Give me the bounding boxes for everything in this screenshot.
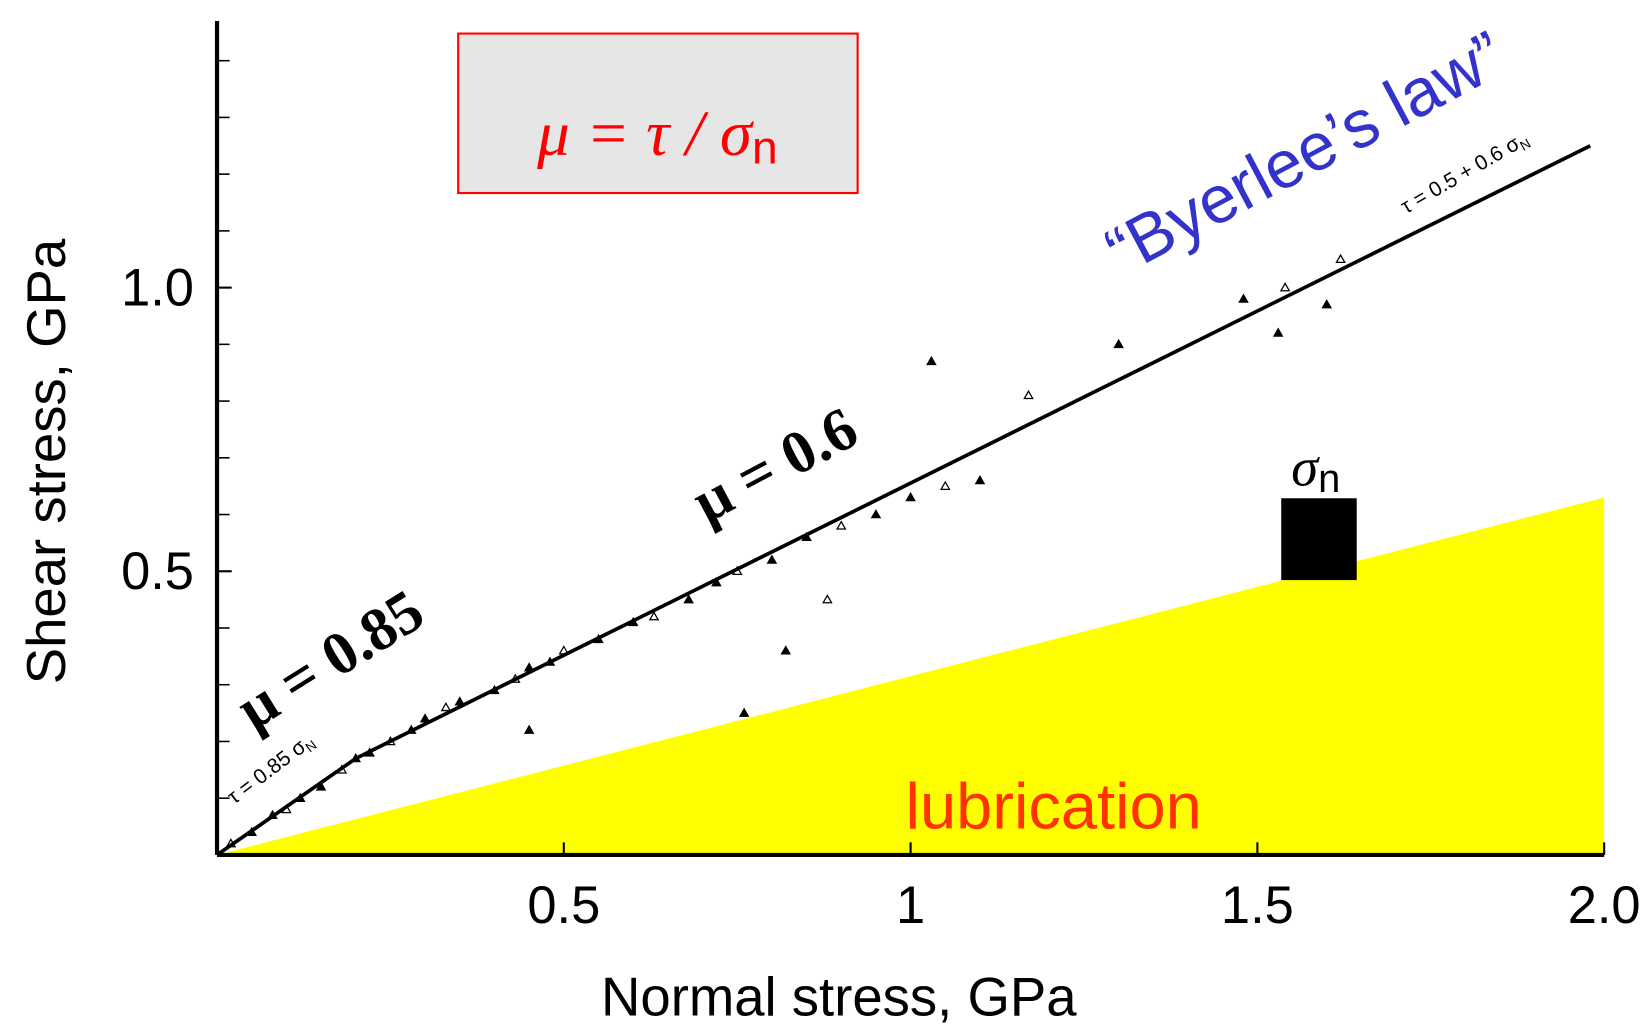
data-point [225, 838, 237, 848]
sliding-block [1281, 498, 1357, 581]
fit-line [215, 756, 357, 857]
mu-label: μ = 0.6 [682, 395, 868, 537]
data-point [1113, 338, 1124, 349]
data-point [835, 520, 847, 530]
data-point [523, 662, 535, 672]
data-point [544, 656, 556, 666]
y-tick-label: 0.5 [121, 543, 194, 601]
data-point [683, 594, 694, 604]
data-point [489, 684, 500, 695]
data-point [801, 531, 812, 542]
x-tick-label: 0.5 [527, 877, 600, 935]
x-tick-label: 1.5 [1221, 877, 1294, 935]
x-tick-label: 2.0 [1568, 877, 1641, 935]
data-point [926, 355, 937, 366]
data-point [939, 480, 951, 490]
data-point [1023, 389, 1034, 400]
data-point [1238, 293, 1249, 303]
x-tick-label: 1 [896, 877, 925, 935]
data-point [1279, 282, 1291, 292]
data-point [440, 701, 452, 712]
data-point [294, 792, 306, 802]
data-point [905, 492, 916, 502]
data-point [974, 475, 986, 485]
data-point [364, 747, 375, 757]
law-label: “Byerlee’s law” [1094, 17, 1517, 289]
data-point [454, 696, 466, 706]
data-point [593, 633, 604, 644]
data-point [711, 577, 722, 587]
y-axis-label: Shear stress, GPa [16, 238, 77, 684]
formula-box [457, 32, 859, 195]
data-point [523, 724, 535, 734]
data-point [738, 707, 750, 717]
data-point [822, 594, 833, 604]
block-label: σn [1291, 437, 1340, 501]
fit-line-label-main: τ = 0.5 + 0.6 σ [1397, 132, 1524, 219]
data-point [509, 673, 521, 683]
block-label-main: σ [1291, 437, 1320, 498]
data-point [336, 764, 348, 774]
data-point [558, 645, 570, 655]
data-point [281, 804, 292, 814]
data-point [627, 616, 639, 627]
formula-main: μ = τ / σ [536, 98, 755, 170]
data-point [1335, 253, 1346, 264]
data-point [870, 509, 882, 519]
data-point [731, 565, 743, 576]
data-point [315, 781, 327, 791]
fit-line-label: τ = 0.85 σN [223, 729, 319, 810]
formula: μ = τ / σn [536, 98, 778, 173]
area-label: lubrication [906, 770, 1202, 843]
data-point [350, 753, 362, 763]
data-point [766, 554, 778, 564]
data-point [780, 645, 792, 655]
y-tick-label: 1.0 [121, 259, 194, 317]
data-point [419, 713, 431, 723]
lubrication-area [217, 497, 1605, 855]
data-point [246, 826, 257, 837]
formula-sub: n [752, 122, 778, 174]
data-point [405, 724, 417, 734]
mu-label: μ = 0.85 [225, 577, 435, 743]
block-label-sub: n [1318, 457, 1340, 501]
x-axis-label: Normal stress, GPa [601, 966, 1077, 1027]
data-point [1272, 327, 1284, 337]
fit-line [354, 144, 1592, 761]
data-point [267, 809, 278, 819]
data-point [648, 611, 660, 621]
data-point [1321, 299, 1333, 309]
data-point [385, 735, 396, 746]
